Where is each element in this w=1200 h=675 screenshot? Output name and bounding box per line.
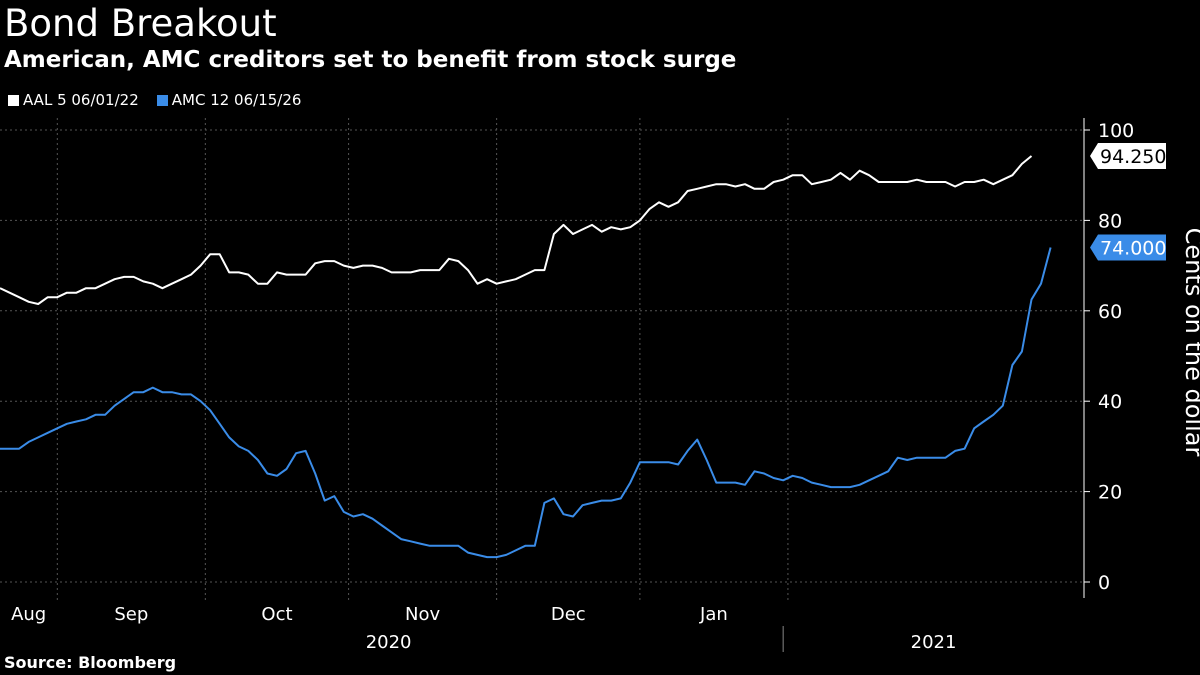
- legend-item-amc: AMC 12 06/15/26: [156, 90, 302, 110]
- y-tick-label: 100: [1098, 120, 1134, 142]
- last-value-label-aal: 94.250: [1100, 146, 1166, 168]
- series-line-amc: [0, 247, 1052, 559]
- y-tick-label: 80: [1098, 210, 1122, 232]
- y-tick-label: 60: [1098, 301, 1122, 323]
- legend-item-aal: AAL 5 06/01/22: [8, 90, 139, 110]
- x-tick-label: Sep: [114, 604, 148, 625]
- legend-label-aal: AAL 5 06/01/22: [23, 91, 139, 109]
- y-tick-label: 0: [1098, 572, 1110, 594]
- chart-title: Bond Breakout: [4, 2, 277, 45]
- x-tick-label: Dec: [551, 604, 586, 625]
- legend-swatch-amc: [156, 94, 168, 106]
- series-line-aal: [0, 155, 1033, 305]
- y-tick-label: 20: [1098, 482, 1122, 504]
- x-tick-label: Nov: [405, 604, 440, 625]
- year-label: 2021: [911, 632, 957, 653]
- legend-label-amc: AMC 12 06/15/26: [171, 91, 302, 109]
- last-value-label-amc: 74.000: [1100, 238, 1166, 260]
- legend-swatch-aal: [8, 94, 19, 106]
- y-tick-label: 40: [1098, 391, 1122, 413]
- last-value-tag-aal: [1090, 142, 1166, 169]
- x-tick-label: Jan: [699, 604, 728, 625]
- chart-legend: AAL 5 06/01/22 AMC 12 06/15/26: [8, 90, 301, 110]
- year-label: 2020: [366, 632, 412, 653]
- chart-subtitle: American, AMC creditors set to benefit f…: [4, 47, 737, 73]
- source-note: Source: Bloomberg: [4, 653, 177, 672]
- x-tick-label: Aug: [11, 604, 46, 625]
- last-value-tag-amc: [1090, 234, 1166, 261]
- x-tick-label: Oct: [261, 604, 292, 625]
- y-axis-title: Cents on the dollar: [1180, 228, 1200, 457]
